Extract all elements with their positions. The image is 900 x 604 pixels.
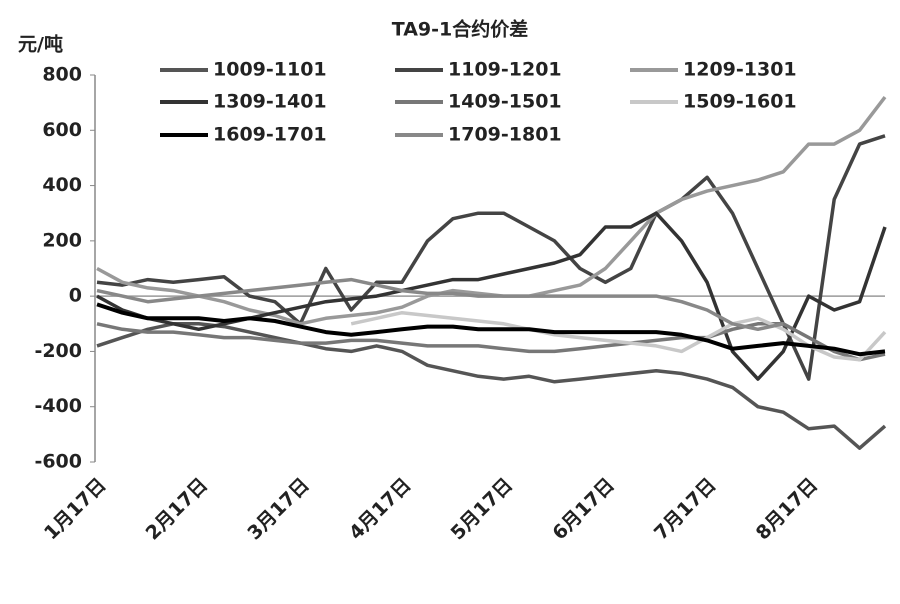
legend-label: 1709-1801: [448, 124, 562, 146]
legend-label: 1509-1601: [683, 91, 797, 113]
y-tick-label: 800: [42, 64, 82, 86]
series-line: [96, 322, 886, 362]
legend-label: 1009-1101: [213, 59, 327, 81]
y-axis-label: 元/吨: [18, 33, 63, 56]
x-tick-label: 6月17日: [548, 474, 618, 544]
legend-label: 1109-1201: [448, 59, 562, 81]
series-line: [96, 277, 784, 332]
series-line: [96, 322, 887, 450]
y-tick-label: 0: [69, 285, 82, 307]
legend-label: 1209-1301: [683, 59, 797, 81]
x-tick-label: 3月17日: [243, 474, 313, 544]
x-tick-label: 5月17日: [447, 474, 517, 544]
y-tick-label: 600: [42, 119, 82, 141]
x-tick-label: 4月17日: [345, 474, 415, 544]
y-tick-label: -600: [34, 451, 82, 473]
x-tick-label: 7月17日: [650, 474, 720, 544]
legend-label: 1409-1501: [448, 91, 562, 113]
series-line: [96, 302, 886, 357]
y-tick-label: 200: [42, 229, 82, 251]
series-line: [350, 310, 887, 362]
chart-title: TA9-1合约价差: [392, 18, 529, 41]
legend-label: 1609-1701: [213, 124, 327, 146]
series-line: [96, 211, 887, 381]
legend-label: 1309-1401: [213, 91, 327, 113]
series-line: [96, 134, 886, 381]
y-tick-label: -200: [34, 340, 82, 362]
y-tick-label: -400: [34, 395, 82, 417]
x-tick-label: 2月17日: [142, 474, 212, 544]
x-tick-label: 1月17日: [40, 474, 110, 544]
x-tick-label: 8月17日: [752, 474, 822, 544]
y-tick-label: 400: [42, 174, 82, 196]
